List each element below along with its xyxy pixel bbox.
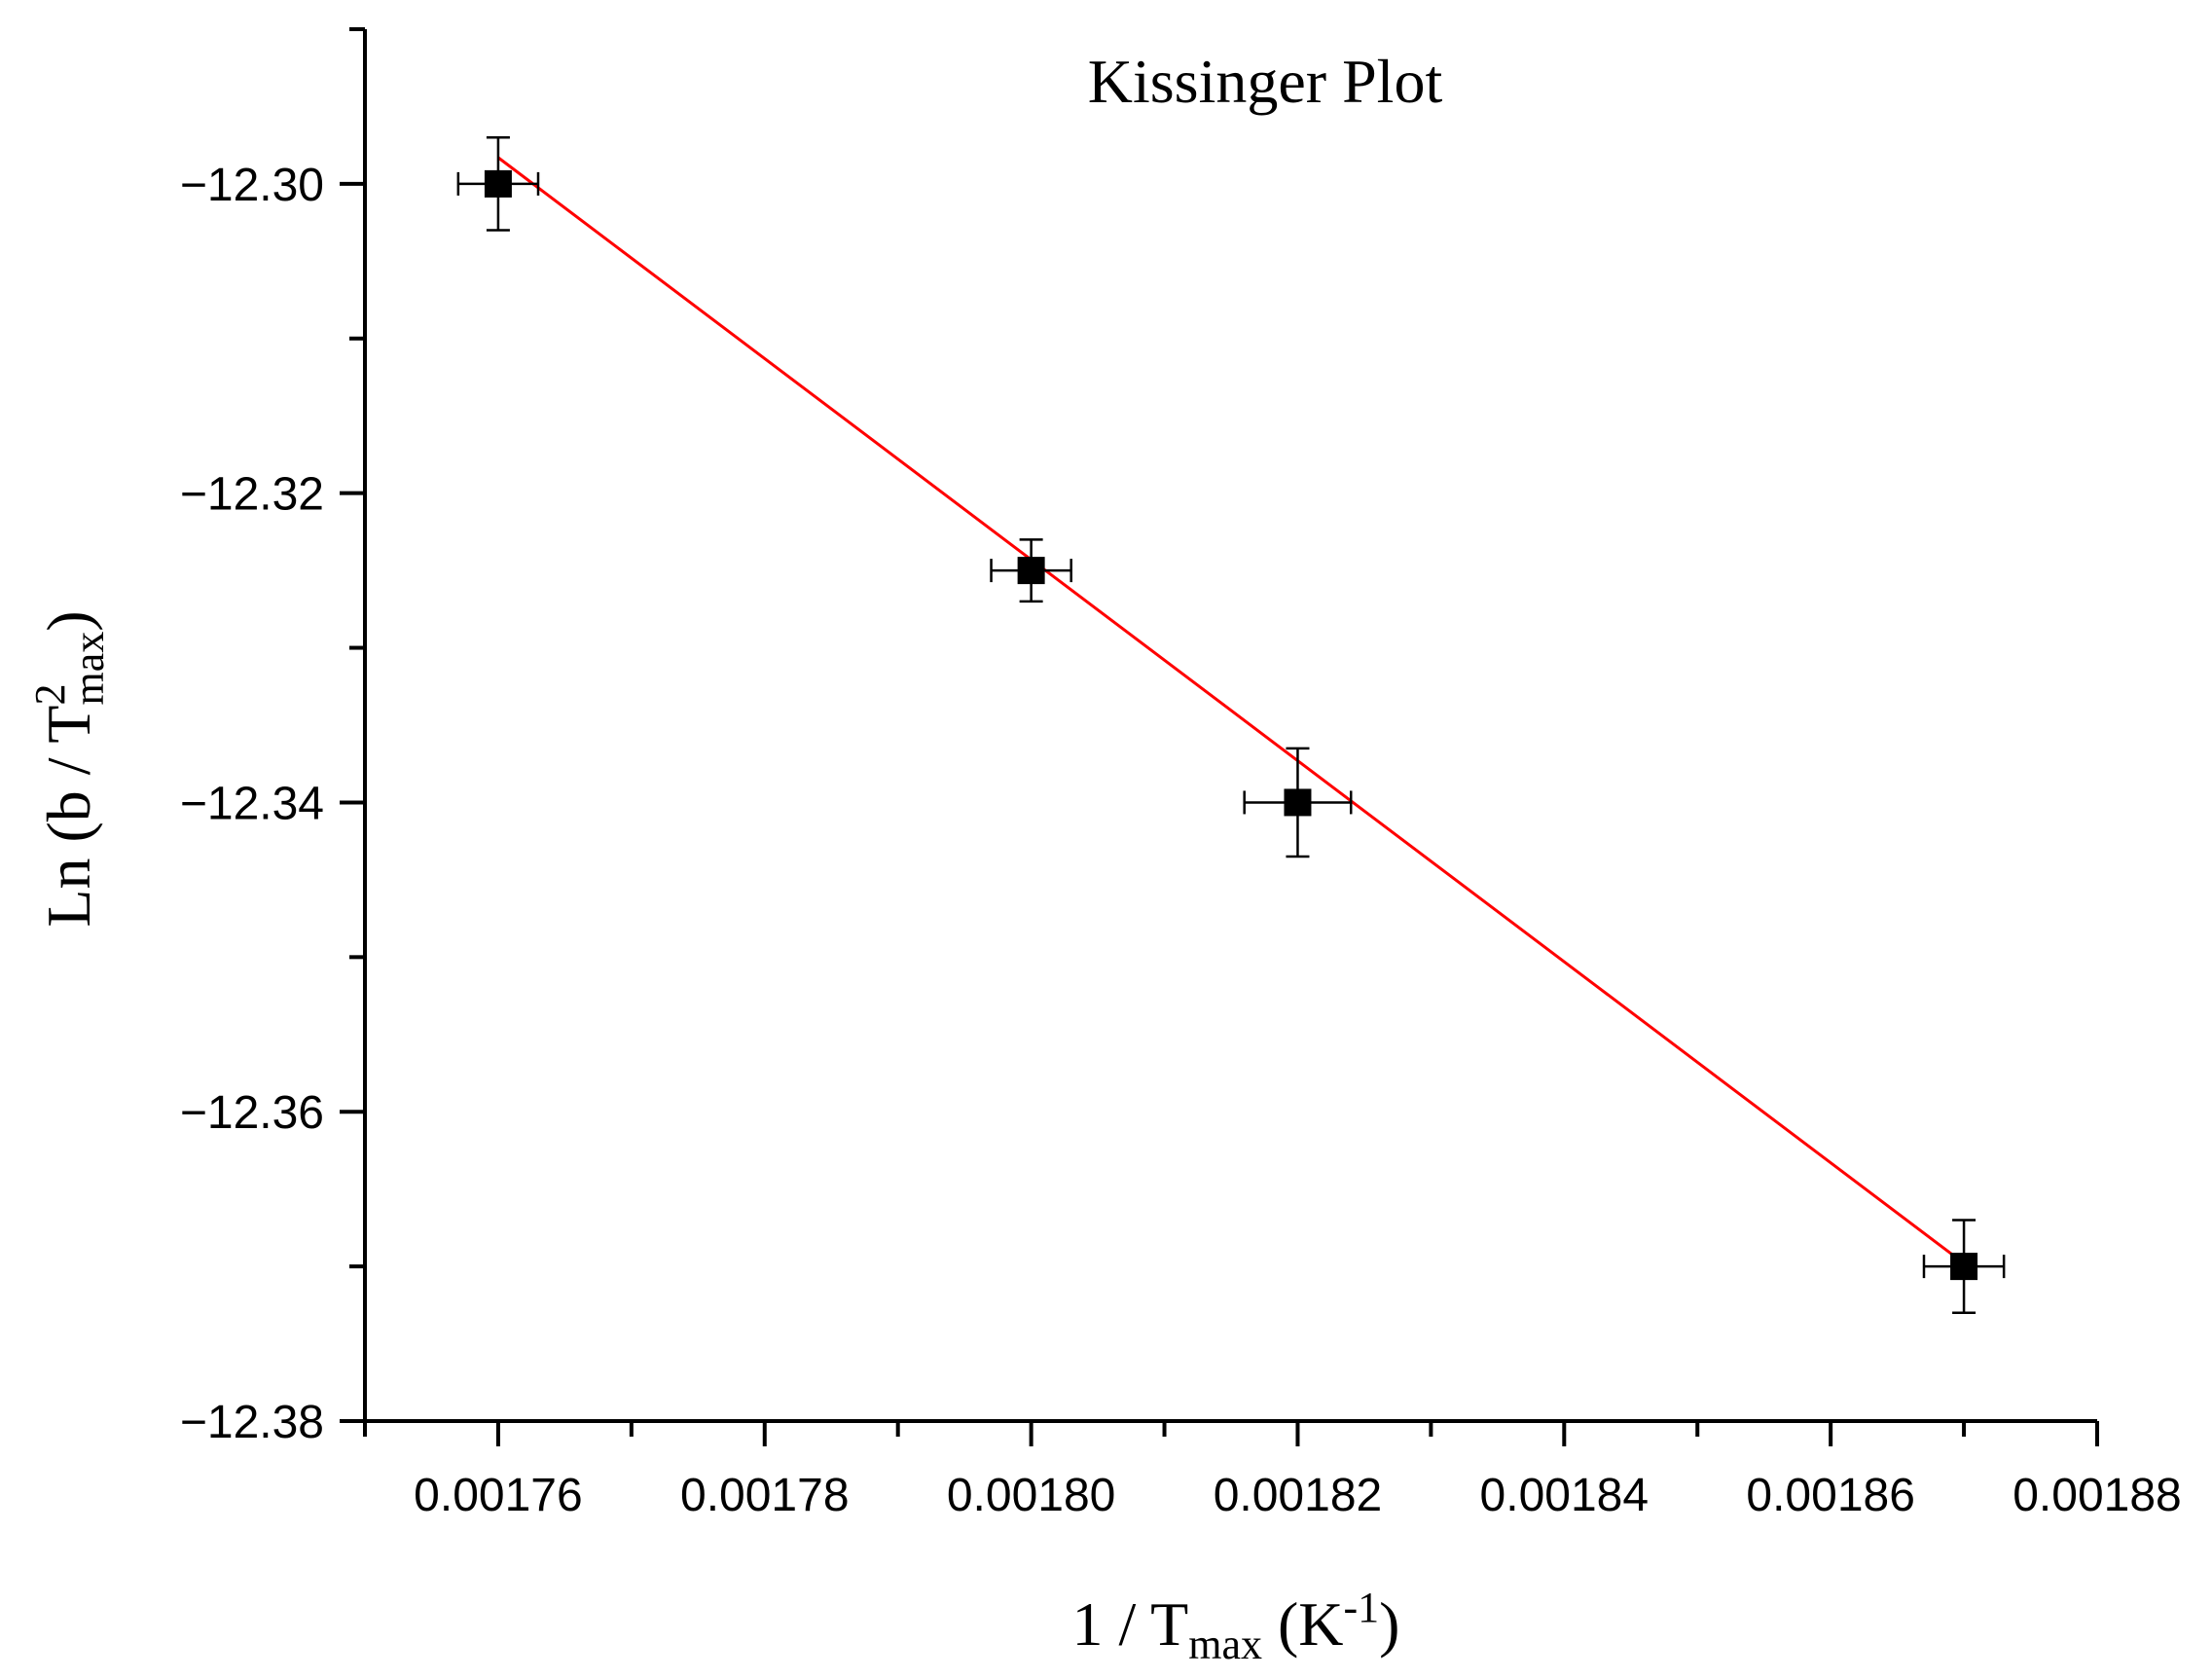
x-axis-label-sub: max (1188, 1621, 1262, 1668)
x-tick-label: 0.00176 (414, 1470, 583, 1521)
data-point-group (1922, 1219, 2006, 1315)
y-tick-label: −12.36 (180, 1087, 324, 1139)
x-tick-label: 0.00178 (680, 1470, 850, 1521)
x-tick-label: 0.00180 (947, 1470, 1116, 1521)
axes (363, 29, 2097, 1423)
data-point-marker (1950, 1253, 1978, 1281)
x-tick-label: 0.00186 (1746, 1470, 1915, 1521)
data-point-group (1243, 747, 1353, 858)
x-tick-label: 0.00188 (2013, 1470, 2182, 1521)
x-axis-label-unit-close: ) (1379, 1589, 1399, 1659)
chart-title: Kissinger Plot (1088, 47, 1443, 116)
data-point-marker (1284, 788, 1312, 817)
y-tick-label: −12.38 (180, 1397, 324, 1448)
y-axis-label-prefix: Ln (b / T (34, 705, 103, 927)
fit-line (497, 156, 1965, 1265)
y-tick-label: −12.30 (180, 160, 324, 211)
x-axis-label-unit-open: (K (1262, 1589, 1344, 1659)
y-axis-label-sub: max (65, 632, 113, 706)
y-axis-label: Ln (b / T2max) (26, 610, 113, 927)
fit-line-layer (497, 156, 1965, 1265)
y-axis-label-sup: 2 (26, 683, 74, 705)
x-tick-label: 0.00184 (1480, 1470, 1650, 1521)
data-point-marker (1017, 557, 1045, 585)
data-point-group (990, 538, 1072, 603)
data-point-group (456, 135, 540, 232)
ticks: 0.00176 0.00178 0.00180 0.00182 0.00184 0.001… (180, 27, 2182, 1521)
x-axis-label: 1 / Tmax (K-1) (1072, 1584, 1400, 1668)
x-axis-label-unit-sup: -1 (1344, 1584, 1380, 1631)
y-tick-label: −12.32 (180, 469, 324, 521)
x-axis-label-prefix: 1 / T (1072, 1589, 1189, 1659)
y-tick-label: −12.34 (180, 778, 324, 829)
y-axis-label-suffix: ) (34, 610, 103, 631)
x-tick-label: 0.00182 (1214, 1470, 1383, 1521)
data-point-marker (484, 169, 512, 198)
data-points-layer (456, 135, 2006, 1315)
